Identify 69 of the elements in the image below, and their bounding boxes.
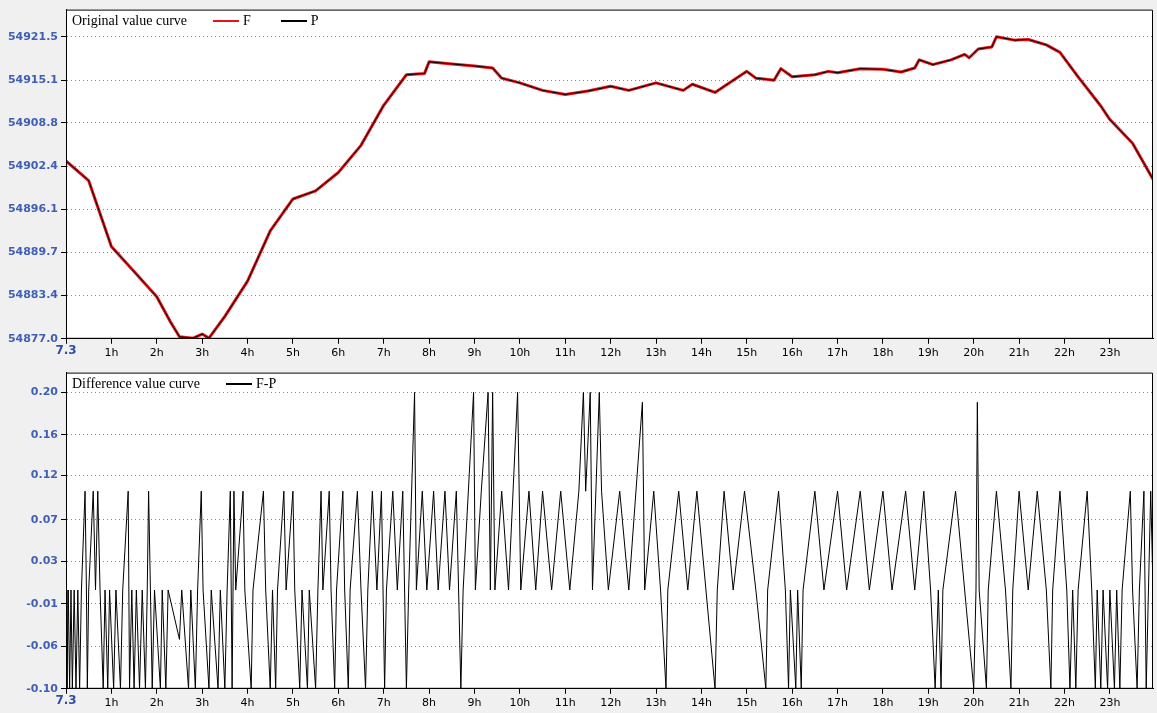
y-tick-label: 0.20 — [30, 385, 59, 399]
text: 7.3 — [55, 692, 77, 707]
y-tick-label: -0.01 — [26, 596, 58, 610]
y-tick-label: 54915.1 — [7, 73, 58, 87]
x-tick-label: 10h — [509, 696, 531, 710]
x-tick-label: 13h — [645, 696, 667, 710]
x-tick-label: 18h — [872, 346, 894, 360]
x-tick-label: 16h — [781, 696, 803, 710]
y-tick-label: -0.06 — [26, 639, 59, 653]
x-tick-label: 22h — [1054, 346, 1076, 360]
x-tick-label: 21h — [1008, 696, 1030, 710]
x-tick-label: 22h — [1054, 696, 1076, 710]
x-tick-label: 8h — [422, 696, 437, 710]
y-tick-label: 54883.4 — [7, 288, 59, 302]
x-tick-label: 10h — [509, 346, 531, 360]
x-tick-label: 12h — [600, 696, 622, 710]
x-tick-label: 1h — [104, 696, 119, 710]
x-tick-label: 3h — [195, 696, 210, 710]
x-tick-label: 23h — [1099, 696, 1121, 710]
y-tick-label: 0.03 — [30, 554, 58, 568]
x-tick-label: 2h — [149, 696, 164, 710]
x-tick-label: 9h — [467, 346, 482, 360]
x-tick-label: 20h — [963, 346, 985, 360]
x-tick-label: 11h — [554, 696, 576, 710]
x-tick-label: 21h — [1008, 346, 1030, 360]
y-tick-label: 0.16 — [30, 427, 59, 441]
x-tick-label: 23h — [1099, 346, 1121, 360]
x-tick-label: 18h — [872, 696, 894, 710]
x-tick-label: 5h — [285, 346, 300, 360]
x-tick-label: 3h — [195, 346, 210, 360]
y-tick-label: 54889.7 — [7, 245, 58, 259]
x-tick-label: 14h — [690, 346, 712, 360]
x-tick-label: 4h — [240, 696, 255, 710]
x-tick-label: 6h — [331, 696, 346, 710]
x-tick-label: 15h — [736, 696, 758, 710]
x-tick-label: 17h — [827, 696, 849, 710]
x-tick-label: 7h — [376, 346, 391, 360]
x-tick-label: 19h — [917, 346, 939, 360]
x-tick-label: 12h — [600, 346, 622, 360]
x-tick-label: 4h — [240, 346, 255, 360]
x-tick-label: 13h — [645, 346, 667, 360]
legend-label: F-P — [256, 375, 277, 392]
x-tick-label: 19h — [917, 696, 939, 710]
y-tick-label: 54896.1 — [7, 202, 58, 216]
y-tick-label: 54877.0 — [7, 331, 59, 345]
y-tick-label: 0.07 — [30, 512, 58, 526]
chart-title: Difference value curve — [72, 375, 200, 392]
y-tick-label: 0.12 — [30, 468, 58, 482]
x-tick-label: 2h — [149, 346, 164, 360]
y-tick-label: 54908.8 — [7, 115, 58, 129]
text: 7.3 — [55, 342, 77, 357]
legend-label: P — [310, 12, 319, 29]
x-tick-label: 7h — [376, 696, 391, 710]
x-tick-label: 14h — [690, 696, 712, 710]
x-tick-label: 15h — [736, 346, 758, 360]
y-tick-label: 54902.4 — [7, 159, 59, 173]
x-tick-label: 6h — [331, 346, 346, 360]
y-tick-label: -0.10 — [26, 681, 59, 695]
x-tick-label: 9h — [467, 696, 482, 710]
x-tick-label: 8h — [422, 346, 437, 360]
chart-title: Original value curve — [72, 12, 188, 29]
x-tick-label: 1h — [104, 346, 119, 360]
x-tick-label: 17h — [827, 346, 849, 360]
x-tick-label: 16h — [781, 346, 803, 360]
y-tick-label: 54921.5 — [7, 29, 58, 43]
x-tick-label: 11h — [554, 346, 576, 360]
legend-label: F — [243, 12, 251, 29]
x-tick-label: 20h — [963, 696, 985, 710]
x-tick-label: 5h — [285, 696, 300, 710]
